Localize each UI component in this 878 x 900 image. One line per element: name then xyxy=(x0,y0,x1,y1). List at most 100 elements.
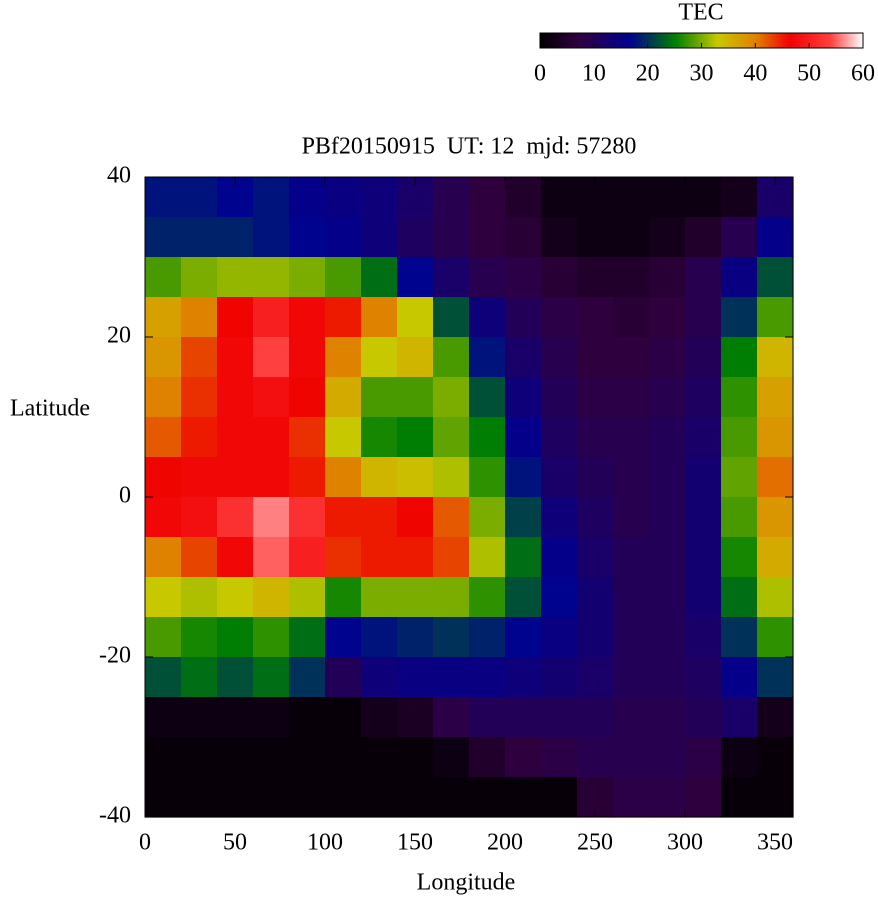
heatmap-cell xyxy=(469,617,506,658)
heatmap-cell xyxy=(469,417,506,458)
heatmap-cell xyxy=(721,257,758,298)
y-tick-label: 0 xyxy=(119,483,131,509)
heatmap-cell xyxy=(217,297,254,338)
heatmap-cell xyxy=(757,297,794,338)
heatmap-cell xyxy=(181,217,218,258)
heatmap-cell xyxy=(577,657,614,698)
heatmap-cell xyxy=(145,497,182,538)
heatmap-cell xyxy=(181,297,218,338)
heatmap-cell xyxy=(757,377,794,418)
heatmap-cell xyxy=(145,657,182,698)
heatmap-cell xyxy=(505,777,542,818)
heatmap-cell xyxy=(685,657,722,698)
heatmap-cell xyxy=(181,337,218,378)
heatmap-cell xyxy=(433,217,470,258)
heatmap-cell xyxy=(361,337,398,378)
heatmap-cell xyxy=(217,657,254,698)
heatmap-cell xyxy=(397,457,434,498)
heatmap-cell xyxy=(181,617,218,658)
heatmap-cell xyxy=(505,577,542,618)
heatmap-cell xyxy=(541,537,578,578)
heatmap-cell xyxy=(721,217,758,258)
heatmap-cell xyxy=(145,377,182,418)
x-tick-label: 0 xyxy=(139,830,151,856)
heatmap-cell xyxy=(397,617,434,658)
heatmap-cell xyxy=(613,737,650,778)
heatmap-cell xyxy=(289,617,326,658)
heatmap-cell xyxy=(721,737,758,778)
heatmap-cell xyxy=(505,737,542,778)
heatmap-cell xyxy=(757,737,794,778)
heatmap-cell xyxy=(361,297,398,338)
heatmap-cell xyxy=(649,417,686,458)
heatmap-cell xyxy=(649,537,686,578)
heatmap-cell xyxy=(181,737,218,778)
heatmap-cell xyxy=(433,297,470,338)
heatmap-cell xyxy=(721,617,758,658)
heatmap-cell xyxy=(397,257,434,298)
heatmap-cell xyxy=(217,697,254,738)
heatmap-cell xyxy=(577,577,614,618)
y-tick-label: 20 xyxy=(107,323,131,349)
heatmap-cell xyxy=(469,777,506,818)
heatmap-cell xyxy=(253,657,290,698)
heatmap-cell xyxy=(181,777,218,818)
heatmap-cell xyxy=(289,337,326,378)
heatmap-cell xyxy=(325,337,362,378)
heatmap-cell xyxy=(541,697,578,738)
heatmap-cell xyxy=(289,577,326,618)
colorbar-label: TEC xyxy=(678,0,723,26)
heatmap-cell xyxy=(397,497,434,538)
y-tick-label: -20 xyxy=(99,643,131,669)
heatmap-cell xyxy=(145,257,182,298)
heatmap-cell xyxy=(685,737,722,778)
heatmap-cell xyxy=(361,177,398,218)
heatmap-cell xyxy=(397,217,434,258)
heatmap-cell xyxy=(649,297,686,338)
heatmap-cell xyxy=(469,537,506,578)
heatmap-cell xyxy=(181,177,218,218)
heatmap-cell xyxy=(541,657,578,698)
heatmap-cell xyxy=(541,777,578,818)
x-tick-label: 200 xyxy=(487,830,523,856)
heatmap-cell xyxy=(145,737,182,778)
heatmap-cell xyxy=(649,497,686,538)
heatmap-cell xyxy=(361,457,398,498)
heatmap-cell xyxy=(325,697,362,738)
heatmap-cell xyxy=(649,457,686,498)
heatmap-cell xyxy=(577,297,614,338)
colorbar-tick-label: 0 xyxy=(534,61,546,87)
heatmap-cell xyxy=(361,577,398,618)
heatmap-cell xyxy=(289,177,326,218)
heatmap-cell xyxy=(181,257,218,298)
heatmap-cell xyxy=(145,217,182,258)
heatmap-cell xyxy=(469,217,506,258)
heatmap-cell xyxy=(289,257,326,298)
heatmap-cell xyxy=(289,417,326,458)
heatmap-cell xyxy=(361,737,398,778)
heatmap-cell xyxy=(469,337,506,378)
heatmap-cell xyxy=(541,217,578,258)
heatmap-cell xyxy=(361,377,398,418)
heatmap-cell xyxy=(361,417,398,458)
heatmap-cell xyxy=(685,177,722,218)
heatmap-cell xyxy=(757,257,794,298)
colorbar-tick-label: 40 xyxy=(743,61,767,87)
heatmap-cell xyxy=(577,737,614,778)
heatmap-cell xyxy=(433,337,470,378)
heatmap-cell xyxy=(433,457,470,498)
heatmap-cell xyxy=(505,617,542,658)
heatmap-cell xyxy=(685,537,722,578)
heatmap-cell xyxy=(217,377,254,418)
heatmap-cell xyxy=(541,457,578,498)
heatmap-cell xyxy=(649,657,686,698)
heatmap-cell xyxy=(649,257,686,298)
heatmap-cell xyxy=(577,697,614,738)
heatmap-cells xyxy=(145,177,794,818)
heatmap-cell xyxy=(649,617,686,658)
heatmap-cell xyxy=(757,337,794,378)
heatmap-cell xyxy=(541,737,578,778)
heatmap-cell xyxy=(577,457,614,498)
heatmap-cell xyxy=(757,617,794,658)
heatmap-cell xyxy=(145,617,182,658)
